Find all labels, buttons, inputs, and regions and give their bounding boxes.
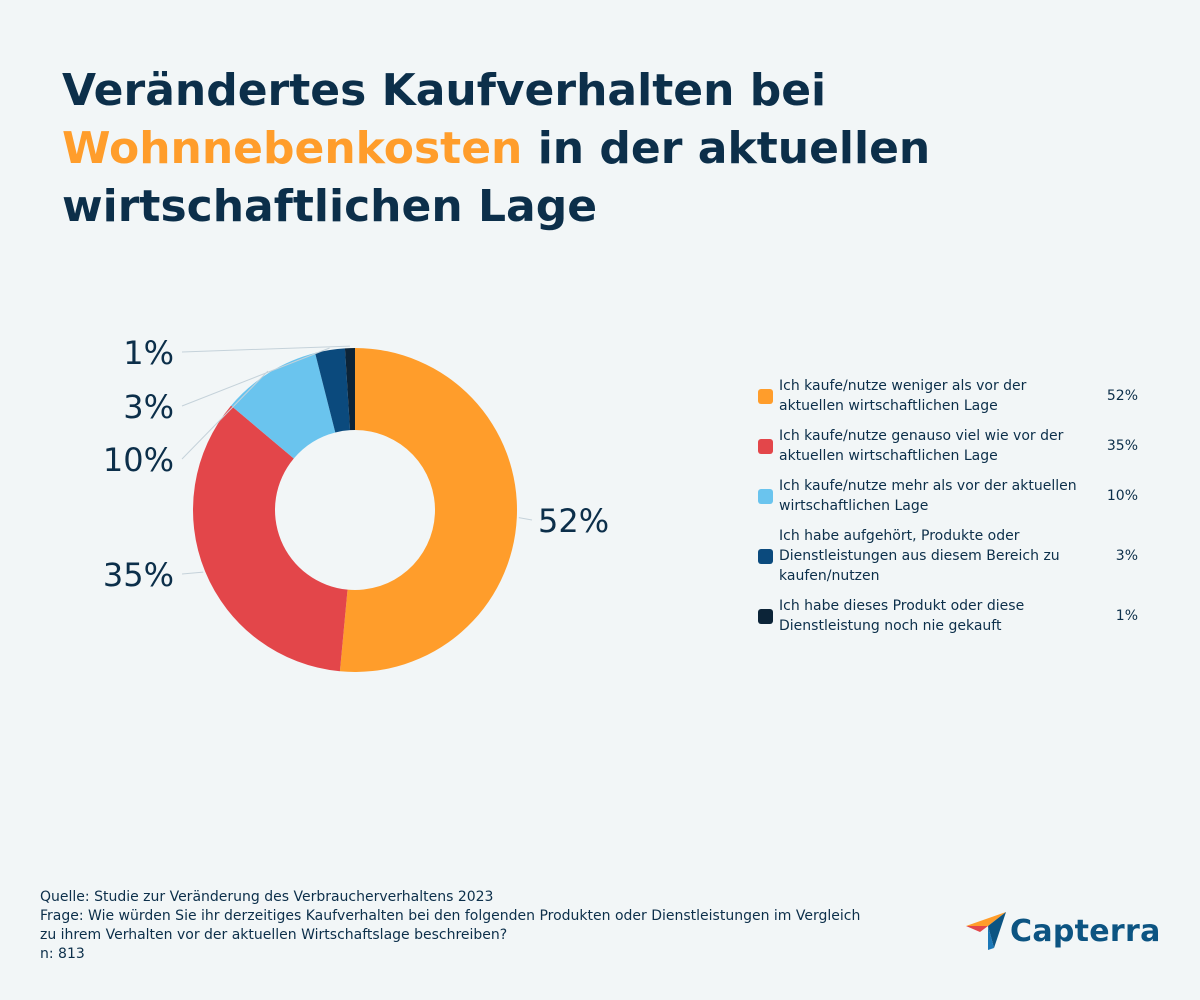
data-label-3: 10% (103, 441, 174, 479)
page-title: Verändertes Kaufverhalten bei Wohnnebenk… (62, 62, 1062, 236)
legend-swatch (758, 488, 773, 504)
data-label-1: 52% (538, 502, 609, 540)
legend-swatch (758, 438, 773, 454)
capterra-logo-icon (966, 912, 1006, 950)
legend-item: Ich habe dieses Produkt oder diese Diens… (758, 596, 1138, 636)
legend-label: Ich habe aufgehört, Produkte oder Dienst… (779, 528, 1060, 584)
legend-swatch (758, 608, 773, 624)
legend-value: 1% (1115, 608, 1138, 624)
question-note: Frage: Wie würden Sie ihr derzeitiges Ka… (40, 908, 861, 943)
title-highlight: Wohnnebenkosten (62, 123, 523, 174)
data-label-4: 3% (123, 388, 174, 426)
title-part1: Verändertes Kaufverhalten bei (62, 65, 827, 116)
donut-chart: 52% 35% 10% 3% 1% (103, 334, 609, 672)
capterra-logo: Capterra (966, 910, 1161, 952)
donut-slice-2 (193, 405, 348, 672)
title-part2: in der aktuellen wirtschaftlichen Lage (62, 123, 931, 232)
legend-value: 10% (1106, 488, 1138, 504)
label-leader-2 (181, 571, 204, 575)
data-label-2: 35% (103, 556, 174, 594)
donut-slice-4 (315, 348, 351, 433)
legend-swatch (758, 388, 773, 404)
legend-label: Ich kaufe/nutze genauso viel wie vor der… (779, 428, 1064, 464)
chart-legend: Ich kaufe/nutze weniger als vor der aktu… (758, 376, 1138, 646)
legend-label: Ich kaufe/nutze weniger als vor der aktu… (779, 378, 1027, 414)
legend-label: Ich kaufe/nutze mehr als vor der aktuell… (779, 478, 1077, 514)
legend-value: 35% (1106, 438, 1138, 454)
source-note: Quelle: Studie zur Veränderung des Verbr… (40, 889, 494, 905)
label-leader-1 (518, 517, 533, 521)
label-leader-5 (181, 345, 350, 353)
legend-item: Ich kaufe/nutze mehr als vor der aktuell… (758, 476, 1138, 516)
sample-size: n: 813 (40, 946, 85, 962)
legend-swatch (758, 548, 773, 564)
donut-slice-3 (231, 352, 336, 459)
data-label-5: 1% (123, 334, 174, 372)
label-leader-4 (181, 347, 330, 407)
footer: Quelle: Studie zur Veränderung des Verbr… (40, 888, 940, 964)
legend-label: Ich habe dieses Produkt oder diese Diens… (779, 598, 1025, 634)
logo-text: Capterra (1010, 913, 1161, 949)
legend-value: 52% (1106, 388, 1138, 404)
legend-item: Ich habe aufgehört, Produkte oder Dienst… (758, 526, 1138, 586)
donut-slice-5 (344, 348, 355, 431)
label-leader-3 (181, 370, 269, 460)
legend-item: Ich kaufe/nutze weniger als vor der aktu… (758, 376, 1138, 416)
legend-value: 3% (1115, 548, 1138, 564)
legend-item: Ich kaufe/nutze genauso viel wie vor der… (758, 426, 1138, 466)
donut-slice-1 (339, 348, 518, 672)
